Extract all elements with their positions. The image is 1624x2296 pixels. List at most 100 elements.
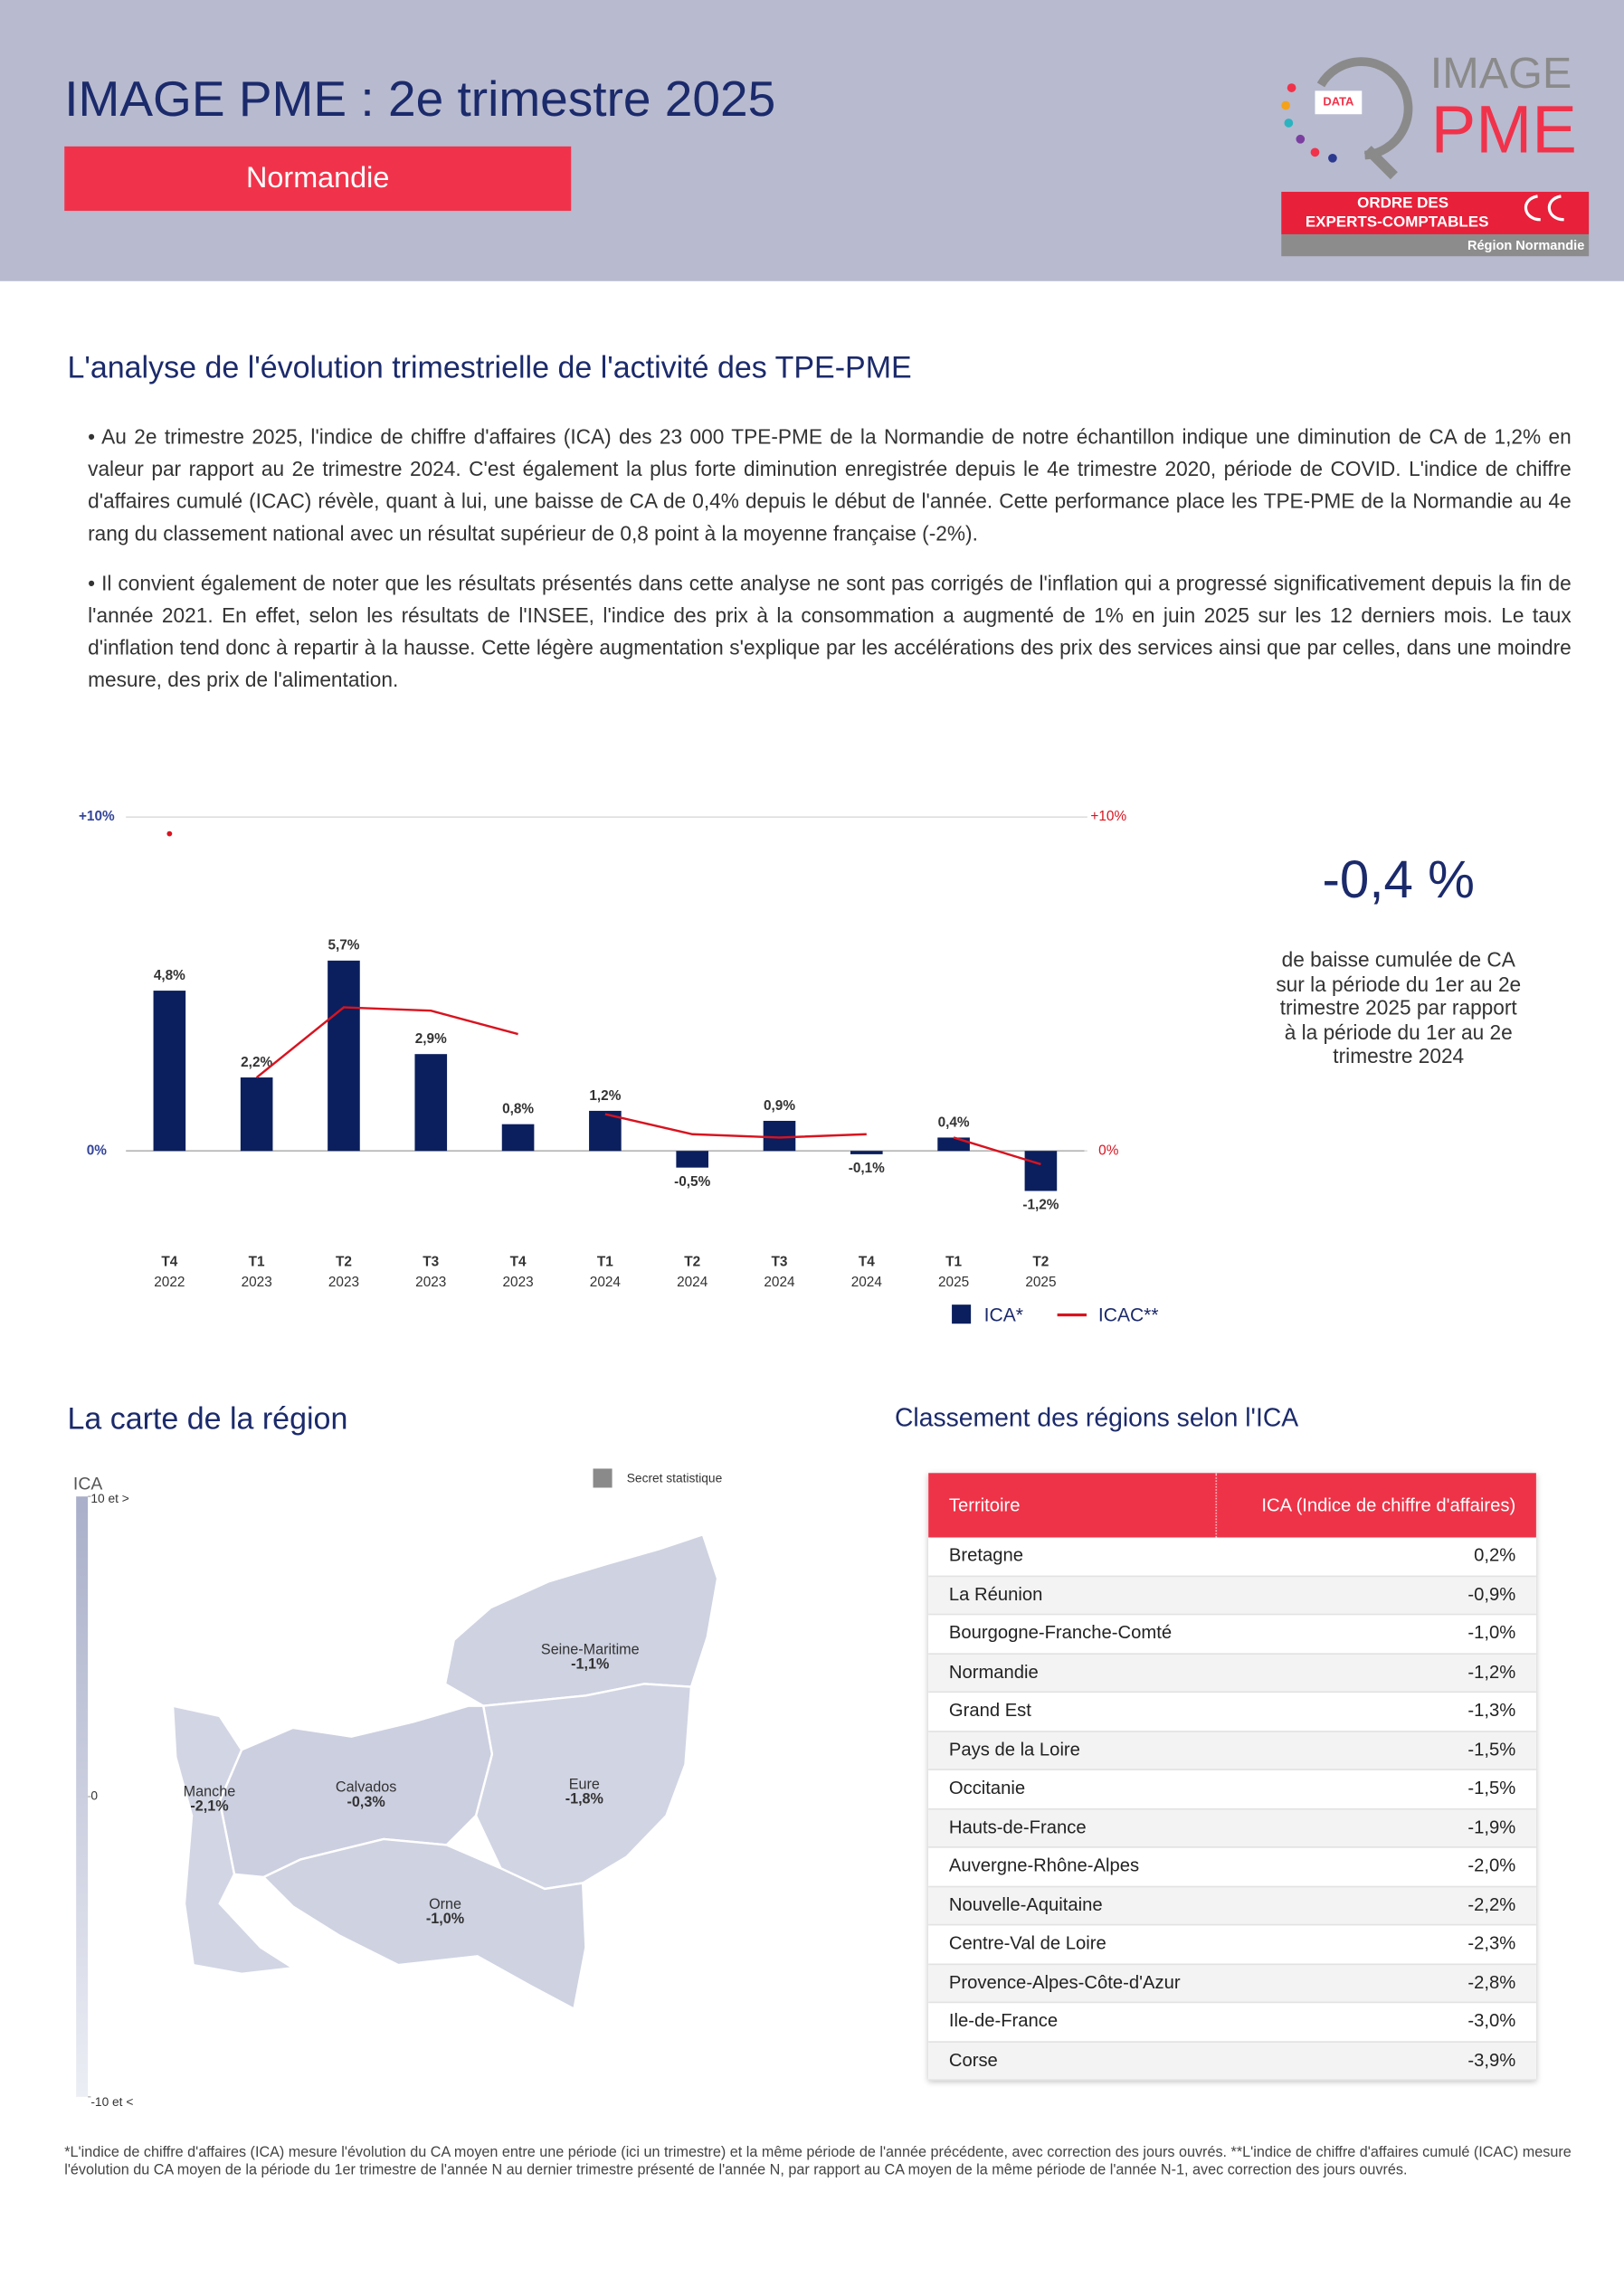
logo-order1: ORDRE DES <box>1357 194 1448 211</box>
section-title: La carte de la région <box>67 1402 348 1437</box>
region-value: -2,1% <box>190 1798 228 1815</box>
table-row: Nouvelle-Aquitaine -2,2% <box>928 1885 1536 1926</box>
region-name: Eure <box>569 1776 600 1792</box>
highlight-line: à la période du 1er au 2e <box>1284 1020 1513 1044</box>
table-cell: -2,8% <box>1216 1963 1536 2004</box>
table-cell: Ile-de-France <box>928 2002 1217 2043</box>
x-tick-label: T1 <box>597 1254 613 1269</box>
x-tick-label: T1 <box>249 1254 265 1269</box>
x-tick-label: 2024 <box>677 1275 708 1290</box>
region-value: -0,3% <box>347 1794 385 1810</box>
region-name: Manche <box>184 1783 236 1799</box>
bar <box>153 991 186 1152</box>
secret-swatch <box>593 1468 613 1488</box>
table-cell: Auvergne-Rhône-Alpes <box>928 1846 1217 1887</box>
table-cell: -1,0% <box>1216 1614 1536 1655</box>
x-tick-label: T3 <box>772 1254 788 1269</box>
data-label: 1,2% <box>589 1088 621 1104</box>
table-cell: Nouvelle-Aquitaine <box>928 1885 1217 1926</box>
logo-order-box <box>1281 192 1590 234</box>
table-cell: -0,9% <box>1216 1575 1536 1616</box>
table-row: Centre-Val de Loire -2,3% <box>928 1924 1536 1965</box>
table-row: La Réunion -0,9% <box>928 1575 1536 1616</box>
table-cell: -1,9% <box>1216 1807 1536 1848</box>
region-name: Calvados <box>336 1779 396 1796</box>
table-row: Occitanie -1,5% <box>928 1769 1536 1809</box>
table-row: Auvergne-Rhône-Alpes -2,0% <box>928 1846 1536 1887</box>
table-cell: -2,3% <box>1216 1924 1536 1965</box>
bar <box>1024 1151 1058 1191</box>
x-tick-label: T2 <box>1032 1254 1049 1269</box>
table-row: Ile-de-France -3,0% <box>928 2002 1536 2043</box>
logo-dot <box>1284 119 1294 128</box>
ranking-table: Territoire ICA (Indice de chiffre d'affa… <box>928 1473 1536 2081</box>
data-label: 0,4% <box>938 1115 970 1130</box>
x-tick-label: T4 <box>161 1254 177 1269</box>
y2-tick-label: +10% <box>1090 809 1126 824</box>
data-label: 2,2% <box>241 1055 272 1070</box>
data-label: 0,8% <box>502 1102 534 1117</box>
footnote: *L'indice de chiffre d'affaires (ICA) me… <box>64 2145 1572 2178</box>
table-cell: 0,2% <box>1216 1537 1536 1577</box>
table-row: Pays de la Loire -1,5% <box>928 1731 1536 1770</box>
table-row: Bretagne 0,2% <box>928 1537 1536 1577</box>
data-label: 4,8% <box>154 968 185 983</box>
highlight-line: trimestre 2024 <box>1333 1044 1465 1067</box>
logo-handle <box>1363 146 1398 180</box>
x-tick-label: 2024 <box>590 1275 622 1290</box>
x-tick-label: 2024 <box>851 1275 883 1290</box>
x-tick-label: 2023 <box>502 1275 533 1290</box>
data-label: 2,9% <box>415 1031 447 1047</box>
legend-title: ICA <box>73 1474 102 1494</box>
x-tick-label: 2023 <box>415 1275 446 1290</box>
logo-lens <box>1316 57 1413 160</box>
table-row: Provence-Alpes-Côte-d'Azur -2,8% <box>928 1963 1536 2004</box>
analysis-text: • Au 2e trimestre 2025, l'indice de chif… <box>88 421 1572 714</box>
logo-badge-box <box>1315 90 1363 115</box>
x-tick-label: T4 <box>859 1254 875 1269</box>
y-tick-label: 0% <box>87 1143 108 1158</box>
paragraph: • Il convient également de noter que les… <box>88 571 1572 691</box>
header-cell: ICA (Indice de chiffre d'affaires) <box>1216 1473 1536 1538</box>
table-row: Hauts-de-France -1,9% <box>928 1807 1536 1848</box>
logo-dot <box>1296 134 1306 144</box>
section-title: Classement des régions selon l'ICA <box>894 1402 1299 1432</box>
table-row: Grand Est -1,3% <box>928 1692 1536 1731</box>
x-tick-label: 2023 <box>328 1275 359 1290</box>
chart: +10% 0% +10% 0% T4 2022 T1 2023 T2 2023 T3 2023 T4 20… <box>79 809 1159 1326</box>
secret-label: Secret statistique <box>627 1471 723 1485</box>
scale-tick-label: 0 <box>90 1789 98 1803</box>
x-tick-label: 2025 <box>938 1275 969 1290</box>
bar <box>850 1151 883 1154</box>
bar <box>240 1077 273 1152</box>
y2-tick-label: 0% <box>1098 1143 1119 1158</box>
legend-label: ICAC** <box>1098 1305 1159 1326</box>
table-cell: Bretagne <box>928 1537 1217 1577</box>
table-cell: Occitanie <box>928 1769 1217 1809</box>
region-value: -1,1% <box>571 1656 609 1673</box>
table-body: Bretagne 0,2% La Réunion -0,9% Bourgogne-Fra… <box>928 1537 1536 2081</box>
highlight-description: de baisse cumulée de CA sur la période du… <box>1208 947 1589 1068</box>
highlight-value: -0,4 % <box>1322 849 1475 910</box>
x-tick-label: 2022 <box>154 1275 185 1290</box>
data-label: 5,7% <box>328 938 359 954</box>
logo-dot <box>1328 153 1337 163</box>
x-tick-label: 2023 <box>242 1275 272 1290</box>
section-title: L'analyse de l'évolution trimestrielle d… <box>67 351 912 385</box>
table-header: Territoire ICA (Indice de chiffre d'affa… <box>928 1473 1536 1538</box>
data-label: -0,1% <box>849 1161 885 1176</box>
map-region <box>171 1704 297 1976</box>
table-cell: -3,0% <box>1216 2002 1536 2043</box>
highlight-line: sur la période du 1er au 2e <box>1276 971 1522 995</box>
region-badge: Normandie <box>64 146 572 212</box>
table-cell: -1,3% <box>1216 1692 1536 1731</box>
table-cell: Pays de la Loire <box>928 1731 1217 1770</box>
map-region <box>474 1683 693 1891</box>
bar <box>763 1120 796 1152</box>
table-cell: -1,5% <box>1216 1769 1536 1809</box>
table-row: Corse -3,9% <box>928 2041 1536 2081</box>
x-tick-label: 2024 <box>764 1275 795 1290</box>
